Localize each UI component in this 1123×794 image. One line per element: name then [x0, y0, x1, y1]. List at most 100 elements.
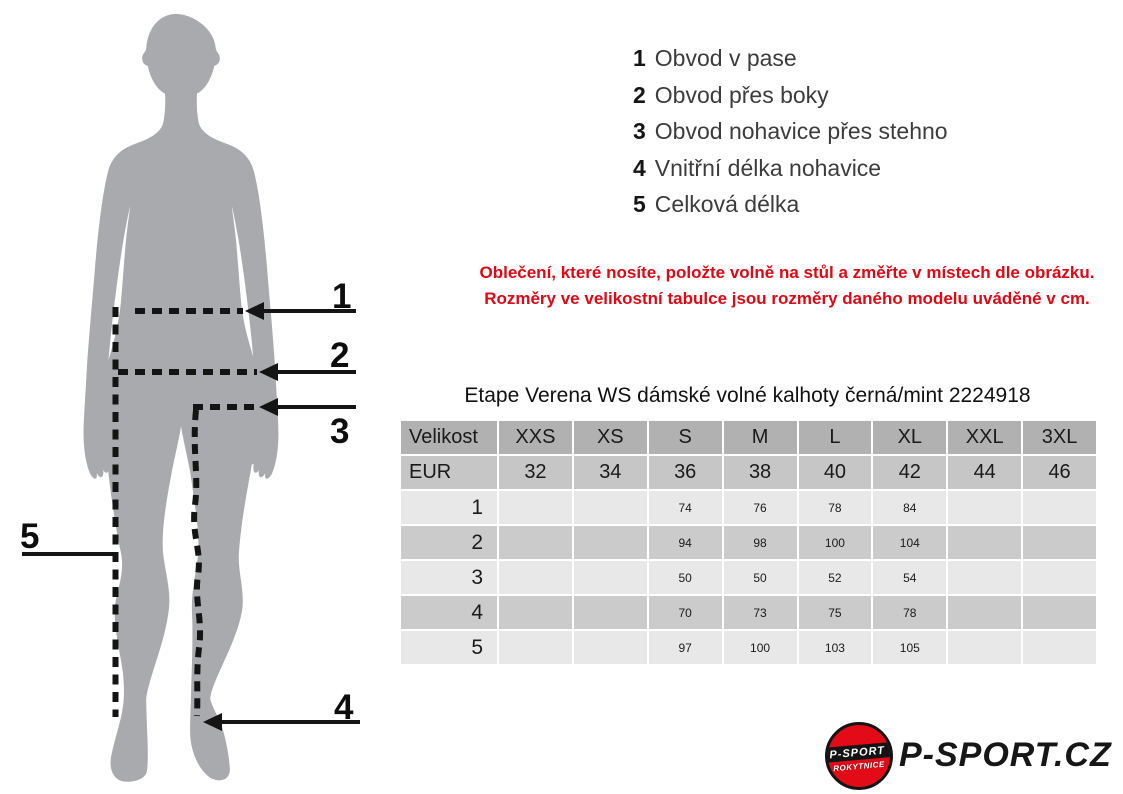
instruction-line-1: Oblečení, které nosíte, položte volně na…	[479, 263, 1095, 282]
measurement-value-cell: 78	[873, 596, 947, 629]
measurement-value-cell: 50	[648, 561, 722, 594]
legend-item-label: Vnitřní délka nohavice	[654, 154, 882, 181]
measurement-value-cell	[573, 631, 647, 664]
measurement-value-cell: 97	[648, 631, 722, 664]
figure-marker-4: 4	[334, 688, 354, 727]
measurement-value-cell: 70	[648, 596, 722, 629]
legend-item: 2 Obvod přes boky	[633, 77, 948, 114]
measurement-value-cell: 94	[648, 526, 722, 559]
measurement-value-cell: 100	[798, 526, 872, 559]
legend-item: 4 Vnitřní délka nohavice	[633, 150, 948, 187]
size-table-container: Velikost XXS XS S M L XL XXL 3XL EUR 32 34 36 38 40 42 4…	[399, 419, 1098, 666]
measurement-value-cell: 73	[723, 596, 797, 629]
measurement-value-cell: 54	[873, 561, 947, 594]
legend-item-label: Obvod v pase	[654, 45, 797, 71]
measurement-row-label: 1	[401, 491, 497, 524]
figure-marker-5: 5	[20, 517, 39, 556]
measurement-value-cell	[1023, 491, 1096, 524]
measurement-row: 4 70 73 75 78	[401, 596, 1096, 629]
measurement-value-cell	[499, 491, 572, 524]
measurement-value-cell	[573, 596, 647, 629]
measurement-row: 3 50 50 52 54	[401, 561, 1096, 594]
size-header-label: Velikost	[401, 421, 497, 454]
measurement-row: 1 74 76 78 84	[401, 491, 1096, 524]
legend-item-label: Obvod nohavice přes stehno	[654, 118, 948, 145]
measurement-value-cell	[1023, 631, 1096, 664]
p-sport-logo-badge: P-SPORT ROKYTNICE	[825, 722, 893, 790]
measurement-value-cell	[573, 526, 647, 559]
measurement-value-cell: 76	[723, 491, 797, 524]
size-column-header: XL	[873, 421, 947, 454]
product-title: Etape Verena WS dámské volné kalhoty čer…	[464, 384, 1031, 407]
measurement-value-cell	[948, 526, 1022, 559]
measurement-value-cell	[948, 596, 1022, 629]
size-column-header: L	[798, 421, 872, 454]
size-column-header: XS	[573, 421, 647, 454]
legend-item-number: 1	[633, 45, 646, 71]
figure-marker-1: 1	[332, 277, 351, 316]
legend-item: 3 Obvod nohavice přes stehno	[633, 113, 948, 150]
legend-item-label: Celková délka	[654, 191, 800, 218]
measurement-row: 2 94 98 100 104	[401, 526, 1096, 559]
figure-marker-2: 2	[330, 336, 349, 375]
size-table: Velikost XXS XS S M L XL XXL 3XL EUR 32 34 36 38 40 42 4…	[399, 419, 1098, 666]
measurement-row-label: 3	[401, 561, 497, 594]
measure-line-waist	[135, 302, 356, 320]
eur-value-cell: 44	[948, 456, 1022, 489]
measurement-value-cell	[948, 631, 1022, 664]
measurement-value-cell	[499, 631, 572, 664]
measurement-legend: 1 Obvod v pase 2 Obvod přes boky 3 Obvod no…	[633, 40, 948, 223]
measurement-value-cell	[1023, 561, 1096, 594]
measurement-row: 5 97 100 103 105	[401, 631, 1096, 664]
measure-line-hips	[118, 363, 356, 381]
body-silhouette	[83, 14, 279, 782]
p-sport-brand-text: P-SPORT.CZ	[899, 736, 1112, 774]
eur-row: EUR 32 34 36 38 40 42 44 46	[401, 456, 1096, 489]
eur-value-cell: 36	[648, 456, 722, 489]
measuring-instructions: Oblečení, které nosíte, položte volně na…	[449, 260, 1123, 312]
size-column-header: XXS	[499, 421, 572, 454]
eur-value-cell: 34	[573, 456, 647, 489]
measurement-value-cell	[499, 526, 572, 559]
measure-line-thigh	[193, 398, 356, 416]
measurement-value-cell: 104	[873, 526, 947, 559]
measurement-value-cell	[499, 561, 572, 594]
measurement-value-cell: 103	[798, 631, 872, 664]
figure-marker-3: 3	[330, 412, 349, 451]
legend-item-number: 2	[633, 81, 646, 108]
measurement-value-cell	[948, 561, 1022, 594]
measurement-value-cell: 84	[873, 491, 947, 524]
measurement-value-cell: 50	[723, 561, 797, 594]
measurement-value-cell	[948, 491, 1022, 524]
measurement-value-cell: 74	[648, 491, 722, 524]
size-header-row: Velikost XXS XS S M L XL XXL 3XL	[401, 421, 1096, 454]
measurement-row-label: 5	[401, 631, 497, 664]
size-column-header: M	[723, 421, 797, 454]
measurement-value-cell: 78	[798, 491, 872, 524]
legend-item: 1 Obvod v pase	[633, 40, 948, 77]
eur-value-cell: 42	[873, 456, 947, 489]
measurement-value-cell	[1023, 526, 1096, 559]
eur-value-cell: 40	[798, 456, 872, 489]
measurement-row-label: 2	[401, 526, 497, 559]
measure-line-total-length	[22, 307, 119, 717]
eur-value-cell: 46	[1023, 456, 1096, 489]
legend-item-number: 4	[633, 154, 646, 181]
eur-row-label: EUR	[401, 456, 497, 489]
measure-line-inner-leg	[191, 409, 360, 731]
measurement-value-cell	[499, 596, 572, 629]
measurement-value-cell: 105	[873, 631, 947, 664]
legend-item-label: Obvod přes boky	[654, 81, 829, 108]
measurement-value-cell: 98	[723, 526, 797, 559]
measurement-value-cell: 52	[798, 561, 872, 594]
logo-badge-top-text: P-SPORT	[828, 744, 886, 761]
eur-value-cell: 32	[499, 456, 572, 489]
measurement-value-cell	[1023, 596, 1096, 629]
instruction-line-2: Rozměry ve velikostní tabulce jsou rozmě…	[484, 289, 1090, 308]
measurement-value-cell: 75	[798, 596, 872, 629]
size-column-header: XXL	[948, 421, 1022, 454]
legend-item-number: 5	[633, 191, 646, 218]
body-measurement-diagram: 1 2 3 4 5	[20, 14, 360, 782]
measurement-value-cell	[573, 491, 647, 524]
